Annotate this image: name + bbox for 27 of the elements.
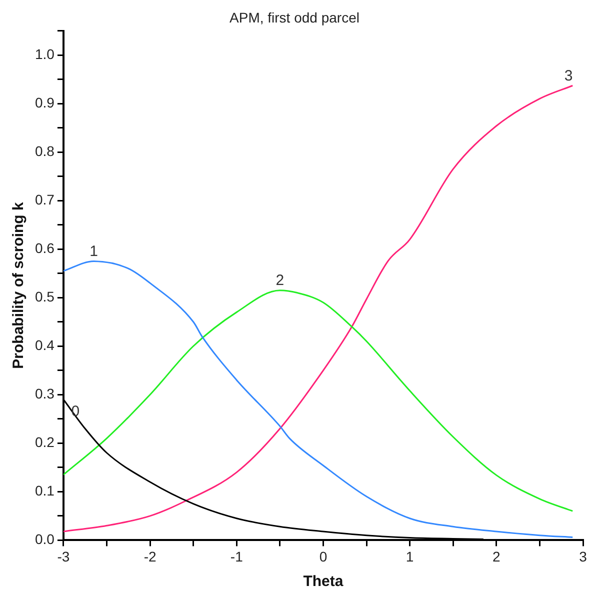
x-tick-label: 3 bbox=[579, 548, 588, 564]
y-tick-label: 0.1 bbox=[34, 482, 55, 499]
y-tick-label: 0.4 bbox=[34, 337, 55, 353]
x-tick-label: -3 bbox=[57, 548, 70, 564]
series-label: 1 bbox=[90, 242, 98, 260]
chart-title: APM, first odd parcel bbox=[230, 9, 360, 26]
y-tick-label: 0.9 bbox=[34, 94, 55, 110]
x-tick-label: -1 bbox=[230, 548, 244, 564]
y-tick-label: 0.3 bbox=[34, 386, 55, 402]
line-series bbox=[63, 290, 574, 512]
x-tick-label: 2 bbox=[492, 548, 501, 564]
y-axis-title: Probability of scroing k bbox=[10, 202, 28, 369]
series-label: 3 bbox=[564, 67, 573, 84]
x-tick-label: 0 bbox=[319, 548, 328, 564]
x-axis-title: Theta bbox=[303, 573, 344, 590]
y-tick-label: 0.5 bbox=[34, 288, 55, 304]
line-series bbox=[63, 260, 574, 538]
y-tick-label: 0.7 bbox=[34, 191, 55, 208]
y-tick-label: 1.0 bbox=[34, 46, 55, 62]
line-series bbox=[63, 84, 574, 532]
y-tick-label: 0.6 bbox=[34, 240, 55, 256]
y-tick-label: 0.8 bbox=[34, 142, 55, 159]
series-label: 2 bbox=[276, 272, 284, 289]
x-tick-label: 1 bbox=[406, 548, 414, 564]
x-tick-label: -2 bbox=[144, 548, 156, 564]
y-tick-label: 0.2 bbox=[34, 434, 55, 450]
y-tick-label: 0.0 bbox=[34, 531, 55, 548]
